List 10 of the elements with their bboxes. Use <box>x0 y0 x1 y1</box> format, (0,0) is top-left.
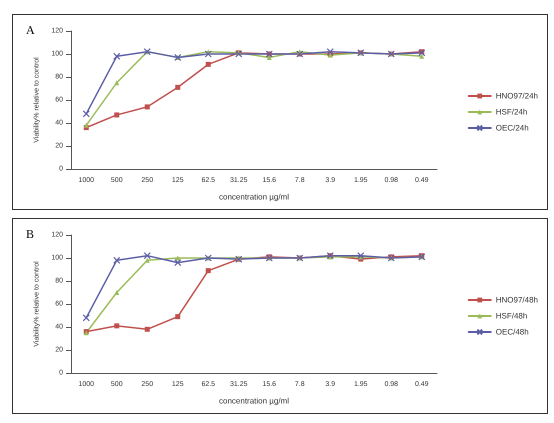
legend-label: HNO97/24h <box>496 92 538 100</box>
chart-title: A <box>26 23 35 37</box>
legend-label: OEC/24h <box>496 124 529 132</box>
legend-label: HNO97/48h <box>496 296 538 304</box>
legend-label: HSF/48h <box>496 312 528 320</box>
legend-label: HSF/24h <box>496 108 528 116</box>
x-axis-title: concentration µg/ml <box>219 192 290 202</box>
chart-title: B <box>26 227 34 241</box>
x-axis-title: concentration µg/ml <box>219 396 290 406</box>
legend-label: OEC/48h <box>496 328 529 336</box>
